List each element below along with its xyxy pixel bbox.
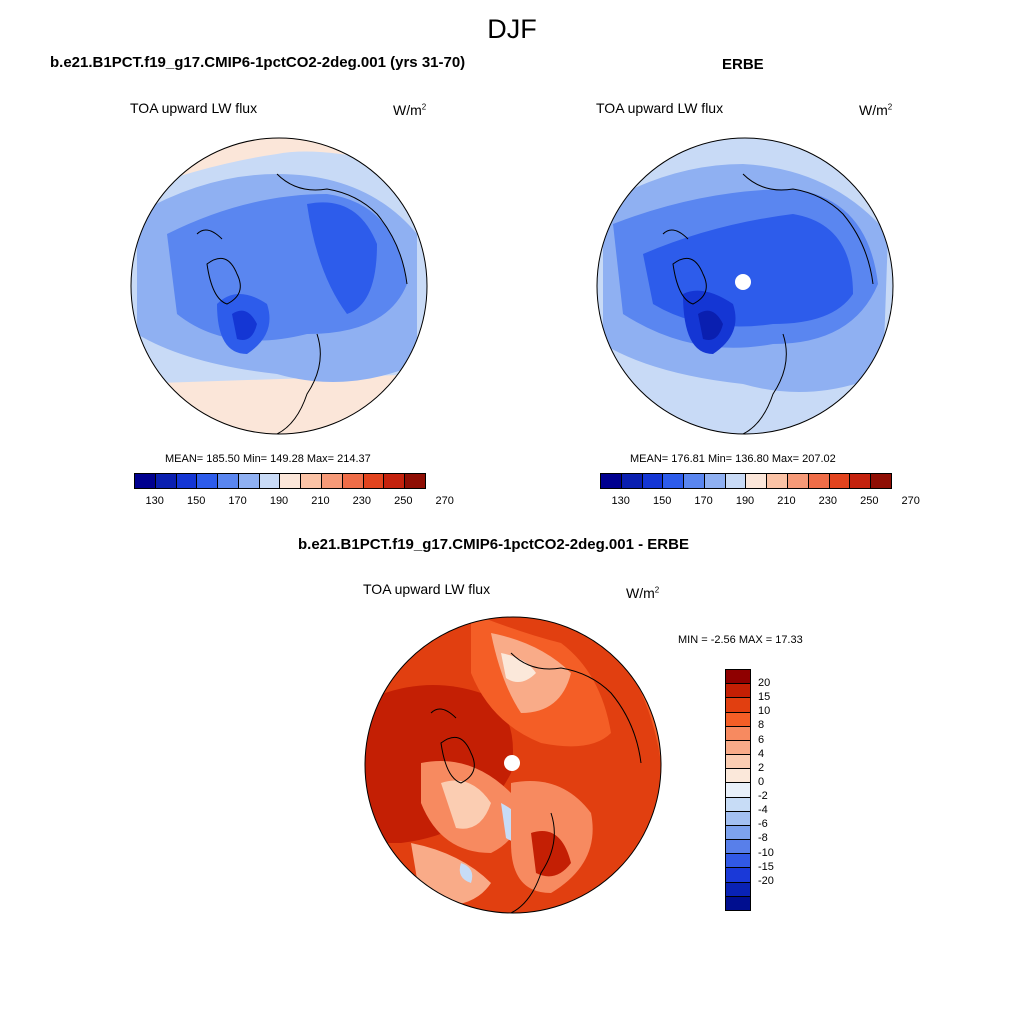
colorbar-box xyxy=(726,755,750,770)
colorbar-tick-label: 150 xyxy=(186,495,206,507)
colorbar-tick-label: 210 xyxy=(777,495,796,507)
colorbar-tick-label: 20 xyxy=(758,677,771,690)
colorbar-tick-label: 10 xyxy=(758,705,771,718)
colorbar-box xyxy=(871,474,891,488)
colorbar-tick-label: -15 xyxy=(758,860,774,873)
colorbar-tick-label: -8 xyxy=(758,832,768,845)
panel-2-colorbar xyxy=(600,473,892,489)
season-title: DJF xyxy=(487,14,537,44)
colorbar-tick-label: 230 xyxy=(352,495,372,507)
colorbar-box xyxy=(197,474,219,488)
colorbar-box xyxy=(301,474,323,488)
colorbar-box xyxy=(363,474,385,488)
colorbar-tick-label: -4 xyxy=(758,804,768,817)
colorbar-box xyxy=(384,474,406,488)
panel-1-units: W/m2 xyxy=(393,102,427,118)
colorbar-box xyxy=(726,670,750,685)
colorbar-box xyxy=(726,769,750,784)
panel-1-polar-map xyxy=(130,137,428,435)
colorbar-box xyxy=(726,854,750,869)
colorbar-box xyxy=(788,474,809,488)
colorbar-box xyxy=(767,474,789,488)
colorbar-box xyxy=(726,726,750,741)
panel-3-polar-map xyxy=(364,616,662,914)
colorbar-box xyxy=(726,868,750,883)
panel-2-polar-map xyxy=(596,137,894,435)
colorbar-tick-label: -6 xyxy=(758,818,768,831)
panel-1-colorbar-ticks: 130 150 170 190 210 230 250 270 xyxy=(134,495,454,509)
colorbar-tick-label: 8 xyxy=(758,719,765,732)
colorbar-box xyxy=(726,797,750,812)
panel-3-stats: MIN = -2.56 MAX = 17.33 xyxy=(678,634,803,646)
colorbar-tick-label: 130 xyxy=(611,495,630,507)
colorbar-box xyxy=(829,474,851,488)
panel-1-colorbar xyxy=(134,473,426,489)
colorbar-tick-label: 190 xyxy=(269,495,289,507)
colorbar-tick-label: -10 xyxy=(758,846,774,859)
colorbar-box xyxy=(726,712,750,727)
colorbar-box xyxy=(726,896,750,910)
colorbar-tick-label: 6 xyxy=(758,733,765,746)
panel-3-variable: TOA upward LW flux xyxy=(363,581,491,597)
colorbar-box xyxy=(726,698,750,713)
colorbar-box xyxy=(850,474,872,488)
colorbar-box xyxy=(238,474,260,488)
panel-3-title: b.e21.B1PCT.f19_g17.CMIP6-1pctCO2-2deg.0… xyxy=(298,536,689,553)
colorbar-box xyxy=(405,474,425,488)
colorbar-box xyxy=(135,474,156,488)
colorbar-box xyxy=(621,474,643,488)
colorbar-tick-label: -20 xyxy=(758,874,774,887)
colorbar-tick-label: 130 xyxy=(145,495,164,507)
panel-3-colorbar-ticks: 20 15 10 8 6 4 2 0 -2 -4 -6 -8 -10 -15 -20 xyxy=(758,669,798,909)
colorbar-box xyxy=(808,474,830,488)
colorbar-tick-label: 170 xyxy=(694,495,713,507)
colorbar-tick-label: 250 xyxy=(394,495,413,507)
colorbar-tick-label: 210 xyxy=(311,495,330,507)
colorbar-tick-label: 270 xyxy=(435,495,454,507)
colorbar-tick-label: 15 xyxy=(758,691,771,704)
panel-2-units: W/m2 xyxy=(859,102,893,118)
colorbar-box xyxy=(704,474,726,488)
colorbar-tick-label: 4 xyxy=(758,747,765,760)
colorbar-box xyxy=(322,474,343,488)
colorbar-box xyxy=(726,684,750,699)
colorbar-box xyxy=(726,882,750,897)
panel-2-stats: MEAN= 176.81 Min= 136.80 Max= 207.02 xyxy=(630,453,836,465)
panel-1-title: b.e21.B1PCT.f19_g17.CMIP6-1pctCO2-2deg.0… xyxy=(50,54,466,71)
colorbar-box xyxy=(726,783,750,798)
colorbar-box xyxy=(176,474,198,488)
colorbar-tick-label: 0 xyxy=(758,775,765,788)
colorbar-box xyxy=(218,474,239,488)
colorbar-box xyxy=(684,474,705,488)
colorbar-tick-label: -2 xyxy=(758,790,768,803)
colorbar-box xyxy=(746,474,768,488)
panel-3-units: W/m2 xyxy=(626,585,660,601)
colorbar-tick-label: 170 xyxy=(228,495,247,507)
colorbar-box xyxy=(155,474,177,488)
colorbar-box xyxy=(725,474,747,488)
colorbar-tick-label: 270 xyxy=(901,495,920,507)
panel-1-variable: TOA upward LW flux xyxy=(130,100,258,116)
colorbar-tick-label: 190 xyxy=(735,495,755,507)
colorbar-tick-label: 250 xyxy=(860,495,879,507)
colorbar-box xyxy=(342,474,364,488)
panel-3-colorbar xyxy=(725,669,751,911)
panel-2-title: ERBE xyxy=(722,56,764,73)
colorbar-tick-label: 2 xyxy=(758,761,765,774)
colorbar-box xyxy=(601,474,622,488)
colorbar-box xyxy=(726,740,750,756)
colorbar-box xyxy=(726,811,750,826)
colorbar-box xyxy=(726,840,750,855)
colorbar-box xyxy=(642,474,664,488)
colorbar-tick-label: 150 xyxy=(652,495,672,507)
panel-1-stats: MEAN= 185.50 Min= 149.28 Max= 214.37 xyxy=(165,453,371,465)
colorbar-box xyxy=(280,474,302,488)
colorbar-box xyxy=(726,825,750,841)
colorbar-tick-label: 230 xyxy=(818,495,838,507)
panel-2-colorbar-ticks: 130 150 170 190 210 230 250 270 xyxy=(600,495,920,509)
panel-2-variable: TOA upward LW flux xyxy=(596,100,724,116)
colorbar-box xyxy=(663,474,685,488)
colorbar-box xyxy=(259,474,281,488)
